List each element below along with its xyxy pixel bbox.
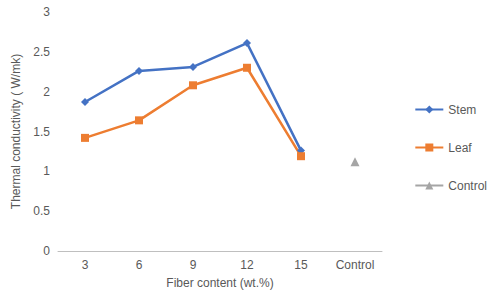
svg-text:3: 3: [43, 5, 50, 19]
svg-text:1: 1: [43, 164, 50, 178]
svg-text:2: 2: [43, 85, 50, 99]
svg-text:12: 12: [240, 258, 254, 272]
svg-text:15: 15: [294, 258, 308, 272]
svg-text:Control: Control: [448, 179, 487, 193]
svg-text:Control: Control: [336, 258, 375, 272]
svg-text:0.5: 0.5: [33, 204, 50, 218]
svg-text:Leaf: Leaf: [448, 141, 472, 155]
svg-text:0: 0: [43, 244, 50, 258]
svg-text:6: 6: [136, 258, 143, 272]
svg-text:9: 9: [190, 258, 197, 272]
svg-text:2.5: 2.5: [33, 45, 50, 59]
svg-text:Stem: Stem: [448, 103, 476, 117]
svg-text:3: 3: [82, 258, 89, 272]
svg-text:Thermal conductivity ( W/mk): Thermal conductivity ( W/mk): [9, 54, 23, 209]
svg-text:Fiber content (wt.%): Fiber content (wt.%): [166, 276, 273, 290]
svg-text:1.5: 1.5: [33, 125, 50, 139]
